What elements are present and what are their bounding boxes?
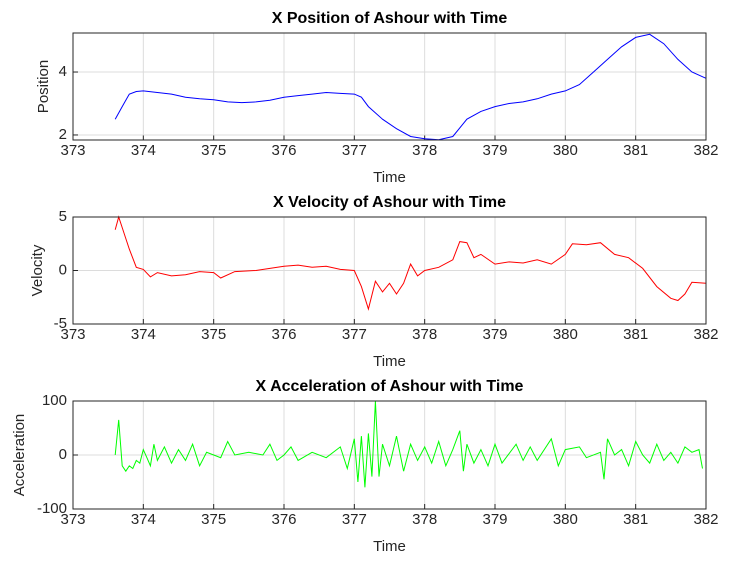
x-tick-label: 381 [623, 326, 648, 343]
y-tick-label: -100 [37, 500, 67, 517]
x-tick-label: 375 [201, 511, 226, 528]
x-tick-label: 381 [623, 511, 648, 528]
x-tick-label: 378 [412, 326, 437, 343]
x-tick-label: 373 [60, 326, 85, 343]
x-tick-label: 380 [553, 142, 578, 159]
x-tick-label: 377 [342, 326, 367, 343]
x-axis-label: Time [373, 353, 406, 370]
y-tick-label: 2 [59, 126, 67, 143]
x-tick-label: 379 [482, 511, 507, 528]
x-tick-label: 375 [201, 326, 226, 343]
x-tick-label: 373 [60, 142, 85, 159]
y-tick-label: 0 [59, 261, 67, 278]
y-tick-label: 100 [42, 392, 67, 409]
x-tick-label: 382 [693, 511, 718, 528]
x-tick-label: 376 [271, 142, 296, 159]
axes-box [72, 32, 707, 141]
x-axis-label: Time [373, 169, 406, 186]
x-tick-label: 382 [693, 326, 718, 343]
x-tick-label: 374 [131, 511, 156, 528]
axes-box [72, 400, 707, 510]
plot-area [73, 33, 706, 140]
chart-title: X Velocity of Ashour with Time [273, 194, 506, 211]
y-tick-label: 5 [59, 208, 67, 225]
data-line [114, 400, 703, 488]
x-axis-label: Time [373, 538, 406, 555]
y-axis-label: Velocity [29, 244, 46, 296]
y-axis-label: Position [35, 60, 52, 113]
x-tick-label: 374 [131, 142, 156, 159]
chart-title: X Position of Ashour with Time [272, 10, 508, 27]
x-tick-label: 376 [271, 511, 296, 528]
data-line [114, 33, 707, 141]
chart-title: X Acceleration of Ashour with Time [256, 378, 524, 395]
data-line [114, 215, 707, 311]
axes-box [72, 216, 707, 325]
y-axis-label: Acceleration [11, 414, 28, 497]
x-tick-label: 377 [342, 142, 367, 159]
x-tick-label: 377 [342, 511, 367, 528]
x-tick-label: 380 [553, 511, 578, 528]
x-tick-label: 379 [482, 142, 507, 159]
x-tick-label: 374 [131, 326, 156, 343]
y-tick-label: 4 [59, 63, 67, 80]
y-tick-label: -5 [54, 315, 67, 332]
x-tick-label: 378 [412, 511, 437, 528]
x-tick-label: 381 [623, 142, 648, 159]
x-tick-label: 375 [201, 142, 226, 159]
x-tick-label: 380 [553, 326, 578, 343]
x-tick-label: 376 [271, 326, 296, 343]
x-tick-label: 378 [412, 142, 437, 159]
x-tick-label: 373 [60, 511, 85, 528]
x-tick-label: 379 [482, 326, 507, 343]
x-tick-label: 382 [693, 142, 718, 159]
y-tick-label: 0 [59, 446, 67, 463]
